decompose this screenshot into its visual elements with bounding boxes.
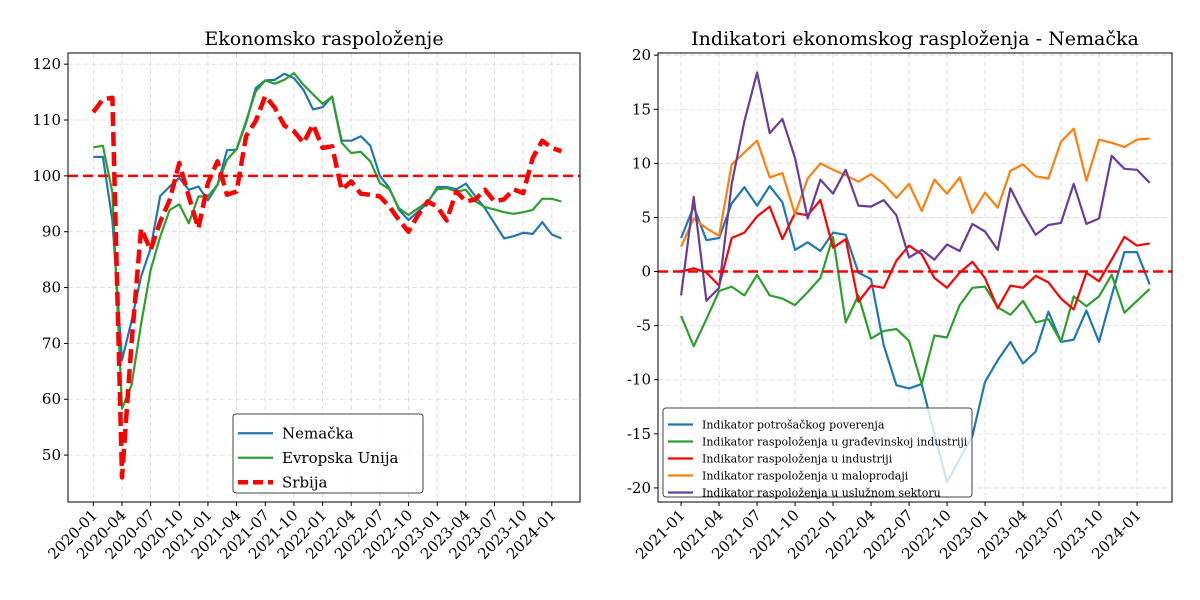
y-tick-label: 120 [32,55,61,73]
axes-frame [657,52,1173,503]
y-tick-label: 10 [632,154,651,172]
y-tick-label: 60 [42,390,61,408]
series-line-indikator-raspolo-enja-u-industriji [680,199,1150,311]
y-tick-label: 0 [641,263,651,281]
y-tick-label: 50 [42,446,61,464]
legend-label: Indikator potrošačkog poverenja [702,418,885,431]
series-line-indikator-raspolo-enja-u-maloprodaji [680,127,1150,248]
y-tick-label: -5 [636,317,651,335]
y-tick-label: 70 [42,334,61,352]
chart-title-right: Indikatori ekonomskog rasploženja - Nema… [691,28,1139,50]
series-line-indikator-raspolo-enja-u-uslu-nom-sektoru [680,71,1151,302]
y-tick-label: 20 [632,46,651,64]
axes-frame [67,52,581,503]
series-line-srbija [91,93,563,480]
legend-box [662,407,973,498]
series-line-indikator-potro-a-kog-poverenja [680,185,1151,484]
y-tick-label: 15 [632,100,651,118]
legend-label: Nemačka [282,425,354,443]
legend-label: Indikator raspoloženja u uslužnom sektor… [702,486,941,499]
series-line-evropska-unija [93,71,562,410]
y-tick-label: 110 [32,111,61,129]
chart-title-left: Ekonomsko raspoloženje [204,28,443,50]
legend-label: Srbija [282,474,327,492]
y-tick-label: 90 [42,223,61,241]
legend: Indikator potrošačkog poverenja Indikator… [662,407,973,499]
y-tick-label: 5 [641,208,651,226]
legend-label: Indikator raspoloženja u građevinskoj in… [702,435,968,448]
legend-label: Indikator raspoloženja u industriji [702,452,893,465]
legend-label: Evropska Unija [282,449,398,467]
y-tick-label: -20 [627,479,651,497]
y-tick-label: -15 [627,425,651,443]
y-tick-label: 100 [32,167,61,185]
series-line-indikator-raspolo-enja-u-gra-evinskoj-industriji [680,235,1151,386]
y-tick-label: 80 [42,279,61,297]
legend: Nemačka Evropska Unija Srbija [232,413,424,494]
legend-label: Indikator raspoloženja u maloprodaji [702,469,909,482]
legend-box [232,413,424,494]
y-tick-label: -10 [627,371,651,389]
